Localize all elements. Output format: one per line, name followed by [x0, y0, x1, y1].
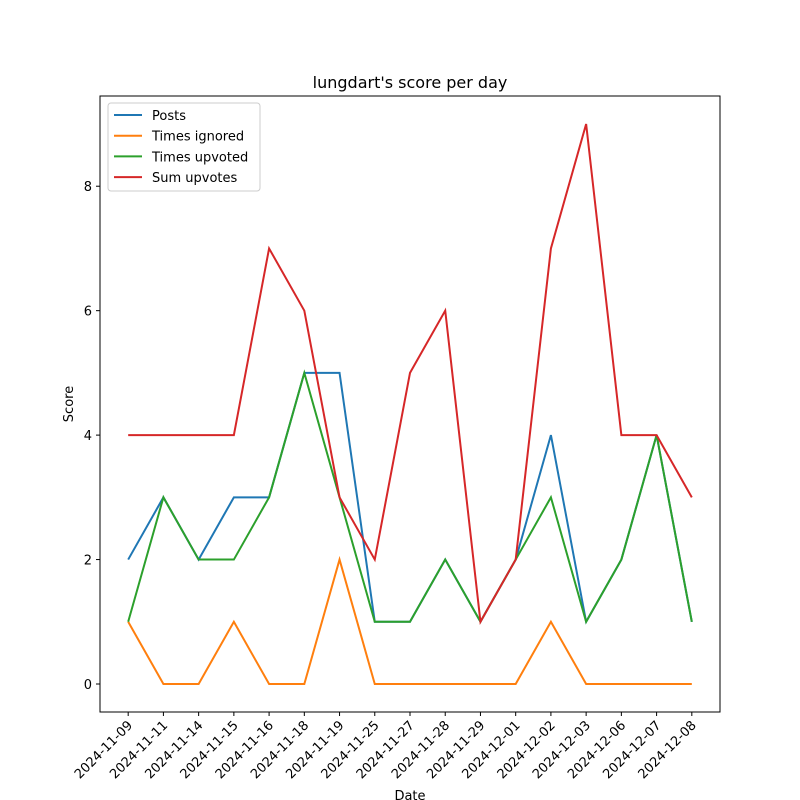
y-tick-label: 4 — [84, 429, 92, 444]
series-line — [127, 369, 693, 625]
y-tick-label: 8 — [84, 180, 92, 195]
series-line — [128, 123, 693, 625]
y-tick-label: 0 — [84, 678, 92, 693]
legend-label: Times ignored — [151, 130, 244, 145]
legend-label: Sum upvotes — [152, 171, 238, 186]
y-axis-label: Score — [62, 386, 77, 422]
legend-label: Times upvoted — [151, 150, 248, 165]
series-line — [127, 555, 692, 685]
y-tick-label: 6 — [84, 305, 92, 320]
legend-label: Posts — [152, 109, 186, 124]
legend-box — [107, 102, 261, 192]
x-axis-label: Date — [394, 789, 425, 800]
y-tick-label: 2 — [84, 554, 92, 569]
chart-title: lungdart's score per day — [313, 73, 508, 92]
plot-frame — [99, 95, 721, 713]
